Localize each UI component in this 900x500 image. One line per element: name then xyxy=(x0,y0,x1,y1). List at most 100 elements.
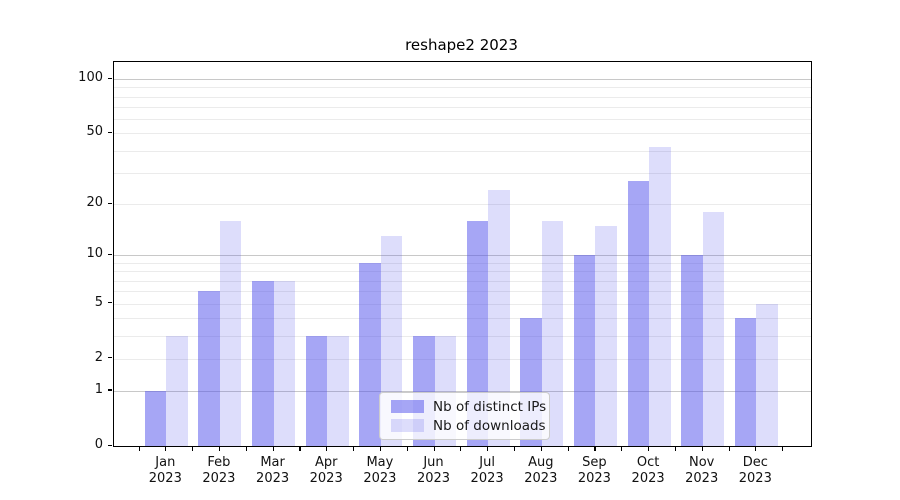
y-tick-5 xyxy=(108,302,112,304)
x-tick-label-sep: Sep 2023 xyxy=(567,455,621,487)
x-tick-label-aug: Aug 2023 xyxy=(514,455,568,487)
legend-label-distinct-ips: Nb of distinct IPs xyxy=(433,398,547,415)
y-tick-2 xyxy=(108,357,112,359)
y-tick-label-20: 20 xyxy=(86,195,103,210)
x-tick-12 xyxy=(460,446,462,451)
x-tick-11 xyxy=(433,446,435,451)
x-tick-20 xyxy=(674,446,677,451)
bar-downloads-apr xyxy=(327,335,349,446)
bar-distinct-ips-jul xyxy=(466,220,489,446)
x-tick-18 xyxy=(621,446,623,451)
x-tick-month: Jul xyxy=(479,455,495,470)
bar-distinct-ips-oct xyxy=(627,181,650,446)
x-tick-2 xyxy=(192,446,194,451)
gridline-minor-6 xyxy=(114,291,811,293)
bar-downloads-sep xyxy=(595,225,617,446)
x-tick-14 xyxy=(514,446,516,451)
y-tick-label-2: 2 xyxy=(94,349,103,365)
gridline-minor-9 xyxy=(114,262,811,264)
x-tick-22 xyxy=(728,446,730,451)
x-tick-24 xyxy=(782,446,784,451)
y-tick-label-50: 50 xyxy=(86,124,103,140)
bar-distinct-ips-may xyxy=(359,262,381,446)
gridline-minor-4 xyxy=(114,318,811,319)
x-tick-month: Mar xyxy=(260,455,285,470)
y-tick-1 xyxy=(108,389,112,391)
x-tick-year: 2023 xyxy=(363,471,397,486)
gridline-minor-80 xyxy=(114,96,811,98)
x-tick-year: 2023 xyxy=(524,471,558,486)
x-tick-1 xyxy=(165,446,167,451)
x-tick-month: Jun xyxy=(423,455,444,470)
x-tick-year: 2023 xyxy=(738,471,772,486)
x-tick-17 xyxy=(594,446,596,451)
chart-title: reshape2 2023 xyxy=(405,36,518,54)
x-tick-month: Nov xyxy=(689,455,715,470)
bar-downloads-dec xyxy=(756,303,778,446)
x-tick-10 xyxy=(406,446,408,451)
bar-distinct-ips-jan xyxy=(144,390,167,446)
y-tick-50 xyxy=(108,131,112,134)
x-tick-year: 2023 xyxy=(309,471,343,486)
bar-distinct-ips-dec xyxy=(734,318,757,446)
legend-swatch-downloads xyxy=(391,419,424,432)
gridline-minor-60 xyxy=(114,119,811,121)
x-tick-year: 2023 xyxy=(202,471,236,486)
y-tick-label-10: 10 xyxy=(86,246,103,262)
gridline-minor-7 xyxy=(114,280,811,282)
bar-downloads-aug xyxy=(541,220,564,446)
x-tick-month: Aug xyxy=(528,455,554,470)
bar-downloads-jul xyxy=(488,190,510,446)
y-tick-100 xyxy=(108,77,112,79)
bar-distinct-ips-apr xyxy=(305,335,328,446)
legend-item-distinct-ips: Nb of distinct IPs xyxy=(386,397,547,416)
x-tick-6 xyxy=(299,446,301,451)
gridline-major-10 xyxy=(114,255,811,257)
bar-distinct-ips-mar xyxy=(252,280,274,446)
x-tick-0 xyxy=(138,446,140,451)
x-tick-label-jun: Jun 2023 xyxy=(407,455,461,487)
x-tick-year: 2023 xyxy=(470,471,504,486)
x-tick-label-oct: Oct 2023 xyxy=(621,455,675,487)
x-tick-15 xyxy=(540,446,542,451)
x-tick-month: Apr xyxy=(314,455,338,470)
x-tick-year: 2023 xyxy=(148,471,182,486)
gridline-minor-20 xyxy=(114,204,811,205)
x-tick-8 xyxy=(353,446,355,451)
x-tick-13 xyxy=(487,446,489,451)
x-tick-9 xyxy=(379,446,382,451)
x-tick-5 xyxy=(272,446,274,451)
x-tick-19 xyxy=(648,446,650,451)
x-tick-label-feb: Feb 2023 xyxy=(192,455,246,487)
x-tick-label-dec: Dec 2023 xyxy=(728,455,782,487)
x-tick-year: 2023 xyxy=(685,471,719,486)
x-tick-month: Sep xyxy=(582,455,607,470)
legend-item-downloads: Nb of downloads xyxy=(386,416,546,435)
gridline-minor-30 xyxy=(114,173,811,174)
legend-box: Nb of distinct IPs Nb of downloads xyxy=(379,392,550,440)
x-tick-year: 2023 xyxy=(416,471,451,486)
x-tick-7 xyxy=(326,446,328,451)
x-tick-month: Dec xyxy=(742,455,768,470)
bar-downloads-jan xyxy=(166,335,188,446)
x-tick-year: 2023 xyxy=(577,471,611,486)
x-tick-16 xyxy=(567,446,569,451)
gridline-minor-50 xyxy=(114,133,811,135)
bar-downloads-feb xyxy=(219,220,242,446)
y-tick-label-1: 1 xyxy=(94,381,103,397)
x-tick-label-apr: Apr 2023 xyxy=(299,455,353,487)
x-tick-4 xyxy=(245,446,247,451)
gridline-major-1 xyxy=(114,390,811,392)
y-tick-label-0: 0 xyxy=(94,437,103,452)
bar-distinct-ips-nov xyxy=(681,255,703,446)
x-tick-month: Oct xyxy=(636,455,660,470)
x-tick-23 xyxy=(755,446,757,451)
x-tick-21 xyxy=(701,446,703,451)
x-tick-month: May xyxy=(366,455,394,470)
bar-distinct-ips-feb xyxy=(198,291,220,446)
x-tick-month: Jan xyxy=(155,455,176,470)
legend-label-downloads: Nb of downloads xyxy=(433,417,546,434)
bar-distinct-ips-sep xyxy=(573,255,596,446)
x-tick-label-mar: Mar 2023 xyxy=(246,455,300,487)
